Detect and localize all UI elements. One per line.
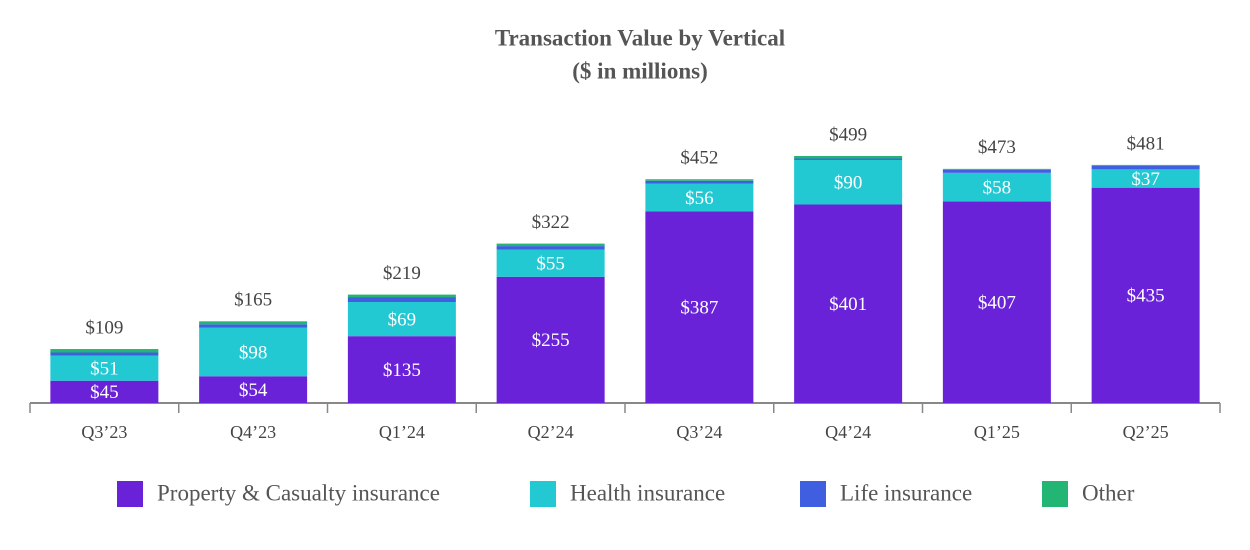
bar-segment [50,380,159,403]
bar-segment [1091,169,1200,188]
bar-segment [347,336,456,403]
bar-segment [1091,165,1200,170]
bar-segment [942,172,1051,202]
bar-segment [496,276,605,403]
legend-swatch [1042,481,1068,507]
bar-segment [496,246,605,250]
value-label: $58 [983,178,1012,199]
x-tick-label: Q1’24 [379,422,425,442]
bar-segment [496,249,605,277]
total-label: $452 [680,148,718,169]
x-tick-label: Q4’23 [230,422,276,442]
chart-title: Transaction Value by Vertical [495,25,785,50]
total-label: $499 [829,124,867,145]
bar-segment [1091,187,1200,403]
chart-subtitle: ($ in millions) [572,58,707,83]
bar-segment [645,211,754,403]
value-label: $407 [978,293,1016,314]
total-label: $481 [1127,133,1165,154]
bar-segment [496,243,605,247]
legend-label: Other [1082,480,1135,505]
value-label: $51 [90,358,119,379]
legend-label: Health insurance [570,480,725,505]
value-label: $135 [383,360,421,381]
bar-segment [794,204,903,403]
x-tick-label: Q3’23 [81,422,127,442]
bar-segment [794,159,903,205]
bar-segment [645,180,754,184]
legend-label: Life insurance [840,480,972,505]
legend-swatch [800,481,826,507]
x-tick-label: Q3’24 [676,422,722,442]
value-label: $401 [829,294,867,315]
bar-segment [794,156,903,159]
bar-segment [645,183,754,212]
value-label: $98 [239,342,268,363]
value-label: $435 [1127,286,1165,307]
bar-segment [199,321,308,325]
bar-segment [199,324,308,328]
bar-segment [1091,164,1200,166]
value-label: $37 [1131,169,1160,190]
value-label: $45 [90,382,119,403]
bar-segment [794,158,903,160]
bar-segment [50,355,159,381]
total-label: $109 [85,317,123,338]
bar-segment [645,179,754,181]
value-label: $387 [680,298,718,319]
value-label: $55 [536,254,565,275]
bar-segment [942,168,1051,170]
legend-label: Property & Casualty insurance [157,480,440,505]
value-label: $56 [685,188,714,209]
bar-segment [199,327,308,377]
x-tick-label: Q4’24 [825,422,871,442]
bar-segment [199,376,308,403]
value-label: $54 [239,380,268,401]
bar-segment [347,302,456,337]
value-label: $69 [388,309,417,330]
total-label: $165 [234,290,272,311]
bar-segment [50,352,159,356]
x-tick-label: Q2’25 [1123,422,1169,442]
total-label: $473 [978,137,1016,158]
bar-segment [942,169,1051,173]
value-label: $255 [532,330,570,351]
total-label: $219 [383,263,421,284]
bar-segment [942,201,1051,403]
value-label: $90 [834,173,863,194]
bar-segment [50,349,159,353]
x-tick-label: Q1’25 [974,422,1020,442]
legend-swatch [117,481,143,507]
legend-swatch [530,481,556,507]
total-label: $322 [532,212,570,233]
bar-segment [347,297,456,303]
x-tick-label: Q2’24 [528,422,574,442]
bar-segment [347,294,456,298]
